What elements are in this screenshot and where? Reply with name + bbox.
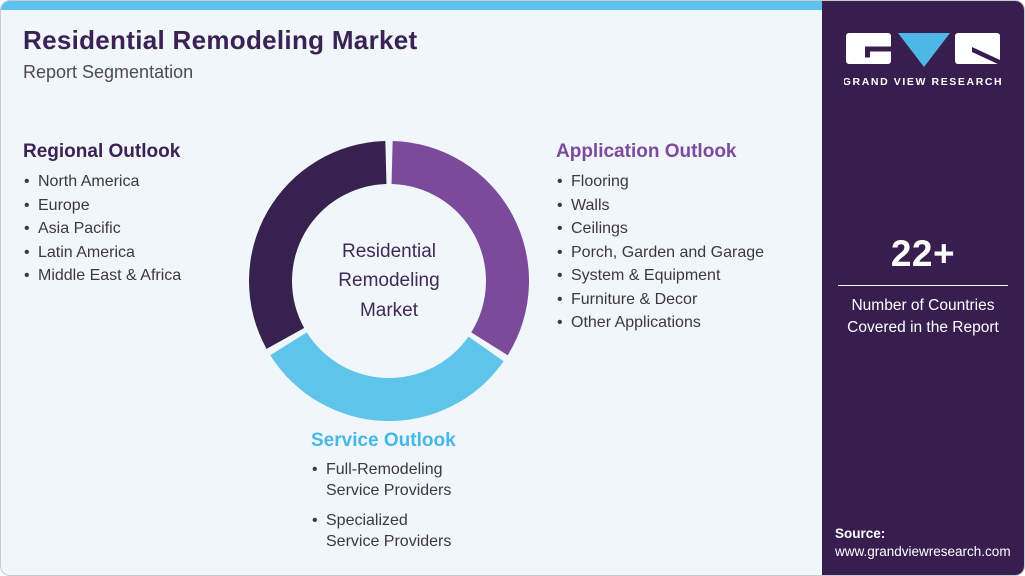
service-outlook-list: Full-Remodeling Service Providers Special… [311,459,456,552]
donut-segment-service [270,332,504,421]
source-block: Source: www.grandviewresearch.com [835,526,1011,559]
list-item: Walls [556,194,764,218]
page-title: Residential Remodeling Market [23,25,418,55]
service-outlook-heading: Service Outlook [311,430,456,451]
main-area: Residential Remodeling Market Report Seg… [1,1,822,575]
list-item: Europe [23,194,181,218]
regional-outlook-section: Regional Outlook North AmericaEuropeAsia… [23,141,181,288]
source-website: www.grandviewresearch.com [835,544,1011,559]
list-item: Full-Remodeling Service Providers [311,459,456,501]
list-item: North America [23,170,181,194]
gvr-logo-icon: GRAND VIEW RESEARCH [844,33,1002,88]
list-item: Flooring [556,170,764,194]
gvr-logo: GRAND VIEW RESEARCH [822,27,1024,89]
list-item: Ceilings [556,217,764,241]
list-item: Middle East & Africa [23,264,181,288]
list-item: Porch, Garden and Garage [556,241,764,265]
application-outlook-section: Application Outlook FlooringWallsCeiling… [556,141,764,335]
page-subtitle: Report Segmentation [23,62,194,82]
countries-stat: 22+ Number of Countries Covered in the R… [836,233,1010,340]
service-outlook-section: Service Outlook Full-Remodeling Service … [311,430,456,561]
donut-segment-application [391,141,529,356]
title-block: Residential Remodeling Market Report Seg… [23,25,417,83]
top-accent-bar [1,1,822,10]
donut-chart-svg [249,141,529,421]
stat-label: Number of Countries Covered in the Repor… [847,297,999,337]
sidebar: GRAND VIEW RESEARCH 22+ Number of Countr… [822,1,1024,575]
list-item: System & Equipment [556,264,764,288]
stat-divider [838,285,1008,286]
donut-chart: Residential Remodeling Market [249,141,529,421]
donut-center-label: Residential Remodeling Market [338,240,440,321]
gvr-logo-text: GRAND VIEW RESEARCH [844,76,1002,88]
application-outlook-list: FlooringWallsCeilingsPorch, Garden and G… [556,170,764,335]
donut-segment-regional [249,141,387,349]
source-label: Source: [835,526,886,541]
list-item: Latin America [23,241,181,265]
list-item: Other Applications [556,311,764,335]
list-item: Furniture & Decor [556,288,764,312]
regional-outlook-list: North AmericaEuropeAsia PacificLatin Ame… [23,170,181,288]
list-item: Asia Pacific [23,217,181,241]
list-item: Specialized Service Providers [311,510,456,552]
regional-outlook-heading: Regional Outlook [23,141,181,162]
stat-value: 22+ [890,233,956,274]
application-outlook-heading: Application Outlook [556,141,737,162]
